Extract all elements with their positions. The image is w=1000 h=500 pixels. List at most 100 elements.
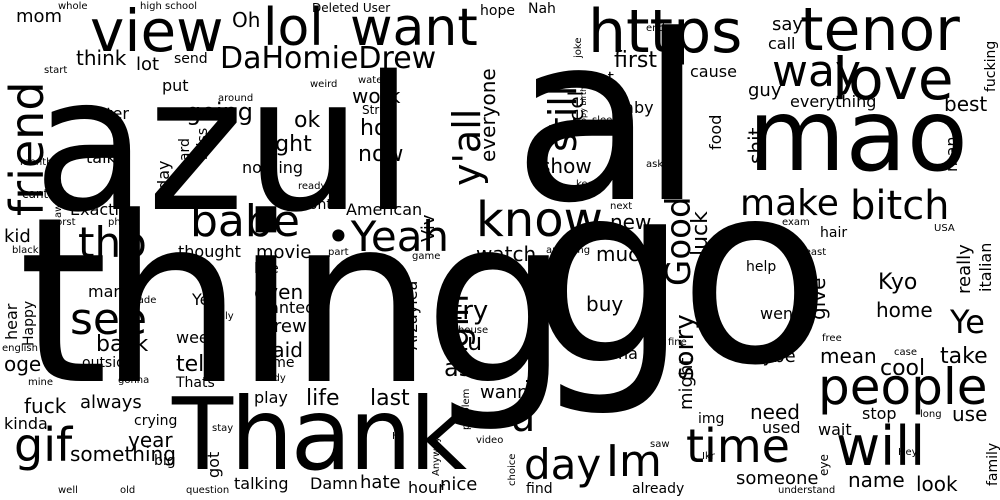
word-cause: cause: [690, 62, 737, 81]
word-lot: lot: [136, 54, 160, 75]
word-shit: shit: [744, 127, 768, 165]
word-first: first: [614, 48, 657, 73]
word-saw: saw: [650, 439, 670, 450]
word-always: always: [80, 392, 142, 413]
word-cant: cant: [22, 187, 49, 201]
word-choice: choice: [507, 453, 518, 486]
word-right: right: [260, 132, 312, 157]
word-movie: movie: [256, 242, 312, 263]
word-bad: bad: [524, 342, 549, 384]
word-case: case: [894, 347, 917, 358]
word-tho: tho: [78, 218, 147, 267]
word-kyo: Kyo: [878, 270, 918, 295]
word-miss: miss: [195, 127, 211, 160]
word-high-school: high school: [140, 1, 198, 12]
word-tell: tell: [176, 352, 211, 377]
word-made: made: [128, 295, 157, 306]
word-much: much: [596, 242, 652, 266]
word-hate: hate: [360, 472, 401, 493]
word-old: old: [120, 485, 136, 496]
word-way: way: [772, 46, 861, 97]
word-img: img: [698, 411, 725, 427]
word-baby: baby: [614, 98, 654, 117]
word-yeah: •Yeah: [326, 212, 450, 261]
word-used: used: [762, 418, 801, 437]
word-lol: lol: [263, 0, 324, 58]
word-food: food: [706, 114, 725, 150]
word-black: black: [12, 245, 39, 256]
word-guy: guy: [748, 80, 782, 101]
word-italy: Italy: [212, 311, 234, 322]
word-joke: joke: [573, 37, 584, 58]
word-time: time: [686, 419, 790, 473]
word-make: make: [740, 183, 839, 224]
word-exactly: Exactly: [70, 200, 129, 219]
word-babe: babe: [190, 196, 300, 247]
word-strife: Strife: [362, 103, 395, 117]
word-home: home: [876, 298, 933, 322]
word-today: today: [154, 160, 173, 207]
word-deleted-user: Deleted User: [312, 1, 391, 15]
word-u: u: [510, 395, 536, 441]
word-man: man: [942, 136, 961, 172]
word-worst: worst: [48, 217, 76, 228]
word-many: many: [88, 282, 133, 301]
word-least: least: [802, 247, 827, 258]
word-hear: hear: [2, 303, 21, 340]
word-best: best: [944, 92, 988, 116]
word-day: day: [524, 440, 602, 489]
word-hour: hour: [408, 478, 445, 497]
word-come: come: [256, 355, 295, 371]
word-buy: buy: [586, 292, 624, 316]
word-ye: Ye: [950, 303, 985, 341]
word-well: well: [58, 485, 78, 496]
word-hair: hair: [820, 225, 848, 241]
word-maybe: Maybe: [736, 346, 796, 367]
word-talking: talking: [234, 474, 289, 493]
word-might: might: [676, 357, 697, 410]
word-put: put: [162, 76, 189, 95]
word-ass: ass: [444, 354, 484, 382]
word-im: Im: [606, 436, 662, 487]
word-help: help: [746, 259, 777, 275]
word-haha: haha: [598, 344, 638, 363]
word-thing: thing: [18, 169, 570, 436]
word-hope: hope: [480, 3, 515, 19]
word-need: need: [750, 400, 800, 424]
word-eye: eye: [817, 454, 831, 476]
word-wanna: wanna: [480, 382, 540, 403]
word-dont: dont: [300, 197, 332, 213]
word-take: take: [940, 344, 988, 369]
word-thats: Thats: [176, 375, 215, 391]
word-crying: crying: [134, 413, 178, 429]
word-understand: understand: [778, 485, 836, 496]
word-drew: Drew: [260, 316, 307, 337]
word-better: better: [80, 104, 129, 123]
word-water: water: [358, 75, 387, 86]
word-use: use: [952, 402, 988, 426]
word-phone: phone: [108, 217, 140, 228]
word-thought: thought: [178, 242, 241, 261]
word-go: go: [530, 129, 832, 420]
word-sleep: sleep: [592, 115, 619, 126]
word-oge: oge: [4, 352, 42, 376]
word-life: life: [306, 386, 340, 411]
word-nice: nice: [440, 474, 478, 495]
word-view: view: [90, 0, 224, 65]
word-gonna: gonna: [118, 375, 150, 386]
word-got: got: [204, 451, 223, 478]
word-anything: anything: [546, 245, 591, 256]
word-fucking: fucking: [983, 40, 999, 92]
word-give: give: [806, 277, 830, 320]
word-play: play: [254, 388, 288, 407]
word-know: know: [476, 192, 603, 248]
word-never: never: [524, 266, 549, 330]
word-tenor: tenor: [800, 0, 960, 65]
word-want: want: [350, 0, 478, 58]
word-bitch: bitch: [850, 183, 950, 229]
word-lu: Lu: [454, 328, 483, 356]
word-new: new: [610, 210, 652, 234]
word-nah: Nah: [528, 1, 556, 17]
word-question: question: [186, 485, 230, 496]
